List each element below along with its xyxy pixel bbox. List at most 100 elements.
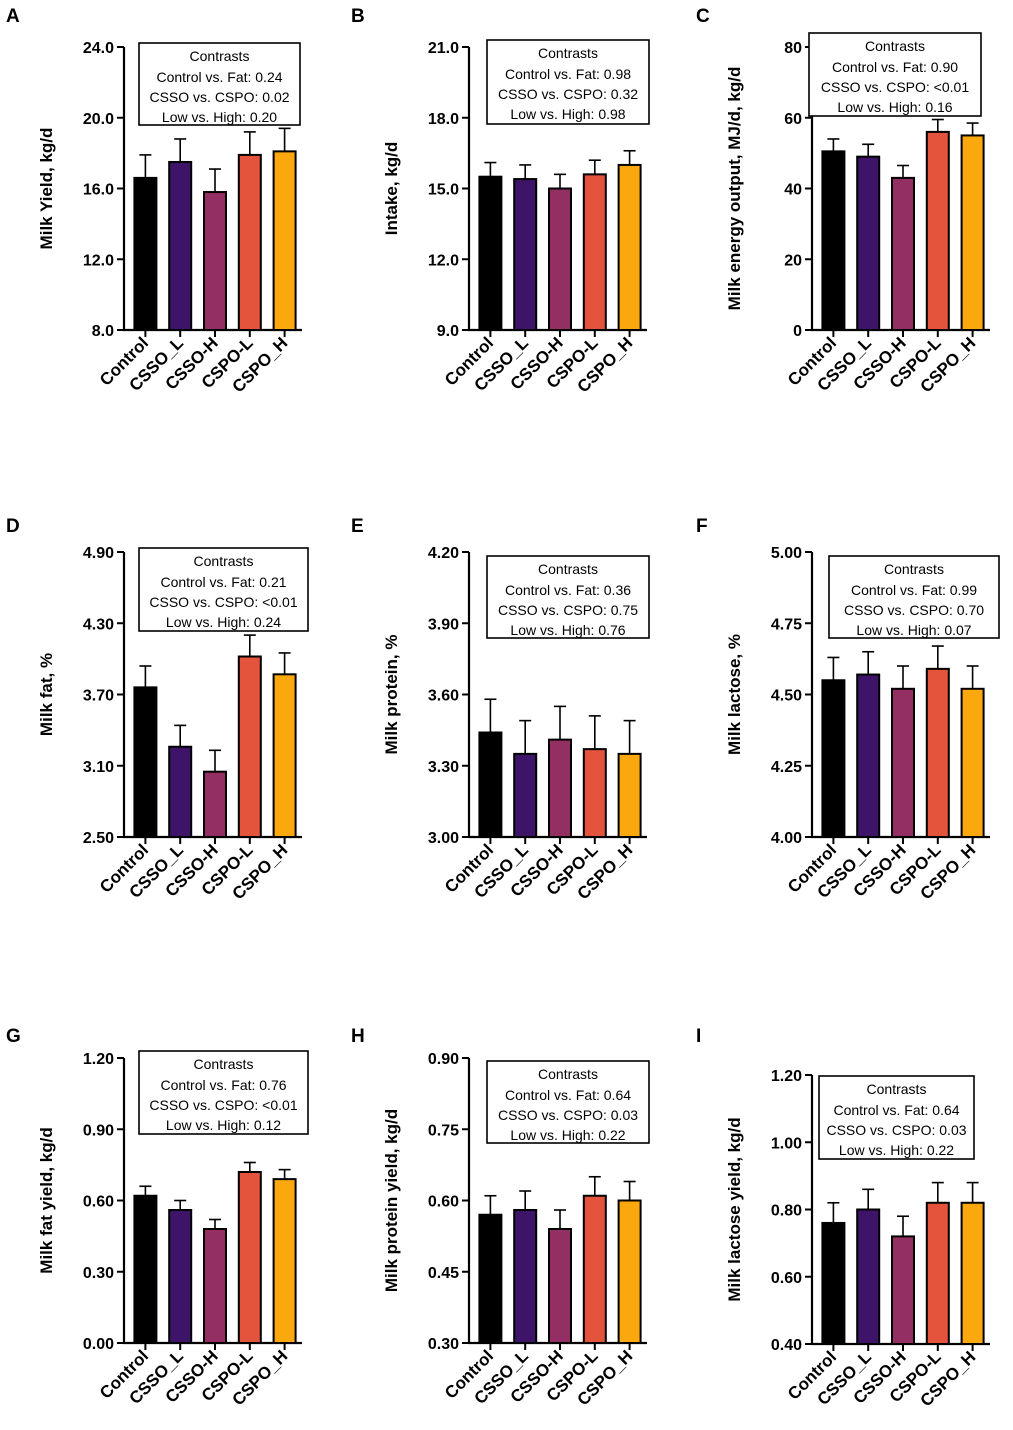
contrasts-box: Contrasts Control vs. Fat: 0.21 CSSO vs. C… — [138, 547, 309, 632]
bar-control — [821, 150, 846, 331]
bar-cspo_h — [960, 687, 985, 838]
contrasts-title: Contrasts — [538, 45, 598, 61]
contrasts-title: Contrasts — [538, 561, 598, 577]
contrasts-line: Control vs. Fat: 0.36 — [505, 582, 631, 598]
bar-control — [478, 731, 503, 838]
bar-cspo_h — [960, 134, 985, 331]
y-tick-label: 0.75 — [428, 1122, 459, 1139]
y-tick-label: 4.75 — [771, 616, 802, 633]
bar-csso_l — [168, 1209, 193, 1344]
y-tick-label: 4.00 — [771, 830, 802, 847]
panel-a: A 8.0 12.0 16.0 20.0 24.0 Milk Yield, kg/d Cont… — [6, 6, 302, 396]
bar-csso_l — [856, 1208, 881, 1345]
y-tick-label: 18.0 — [428, 111, 459, 128]
bar-csso-h — [548, 1228, 572, 1344]
y-tick-label: 4.25 — [771, 759, 802, 776]
contrasts-line: CSSO vs. CSPO: 0.02 — [149, 89, 289, 105]
panel-f: F 4.00 4.25 4.50 4.75 5.00 Milk lactose, % Cont… — [696, 516, 1000, 903]
y-tick-label: 0.80 — [771, 1203, 802, 1220]
contrasts-line: Low vs. High: 0.76 — [510, 622, 625, 638]
contrasts-frame — [808, 32, 982, 117]
bar-cspo-l — [925, 1201, 950, 1346]
bar-cspo-l — [582, 1194, 607, 1344]
bar-csso_l — [513, 1209, 538, 1344]
y-tick-label: 12.0 — [83, 252, 114, 269]
contrasts-frame — [486, 1060, 650, 1144]
bar-csso_l — [856, 155, 881, 331]
bar-csso-h — [548, 738, 572, 838]
panel-letter: G — [6, 1026, 21, 1047]
y-tick-label: 20 — [784, 252, 802, 269]
y-tick-label: 9.0 — [437, 323, 459, 340]
y-tick-label: 4.30 — [83, 616, 114, 633]
y-tick-label: 1.20 — [771, 1068, 802, 1085]
bar-csso_l — [856, 673, 881, 838]
y-tick-label: 0.60 — [83, 1194, 114, 1211]
bar-control — [478, 1213, 503, 1344]
panel-c: C 0 20 40 60 80 Milk energy output, MJ/d, kg/d… — [696, 6, 990, 396]
panel-letter: A — [6, 6, 20, 27]
bar-csso_l — [168, 745, 193, 838]
y-axis-title: Milk fat yield, kg/d — [37, 1127, 56, 1273]
contrasts-frame — [138, 547, 309, 632]
y-tick-label: 3.60 — [428, 688, 459, 705]
bar-csso-h — [891, 687, 915, 838]
y-tick-label: 0.90 — [428, 1051, 459, 1068]
y-tick-label: 0.45 — [428, 1265, 459, 1282]
bar-cspo_h — [272, 673, 297, 838]
panel-letter: D — [6, 516, 20, 537]
bar-cspo-l — [237, 655, 262, 838]
y-tick-label: 0.40 — [771, 1337, 802, 1354]
contrasts-frame — [818, 1075, 975, 1160]
bar-csso-h — [891, 176, 915, 331]
bar-control — [133, 686, 158, 838]
y-axis-title: Milk protein, % — [382, 635, 401, 755]
contrasts-line: Control vs. Fat: 0.64 — [833, 1102, 959, 1118]
y-tick-label: 20.0 — [83, 111, 114, 128]
y-tick-label: 4.90 — [83, 545, 114, 562]
y-axis-title: Milk fat, % — [37, 653, 56, 736]
contrasts-line: Control vs. Fat: 0.24 — [156, 69, 282, 85]
contrasts-line: CSSO vs. CSPO: 0.03 — [498, 1107, 638, 1123]
contrasts-line: CSSO vs. CSPO: 0.32 — [498, 86, 638, 102]
y-tick-label: 3.70 — [83, 688, 114, 705]
contrasts-box: Contrasts Control vs. Fat: 0.24 CSSO vs. C… — [138, 42, 301, 126]
contrasts-line: Low vs. High: 0.12 — [166, 1117, 281, 1133]
bar-csso-h — [548, 187, 572, 331]
bar-cspo_h — [272, 1178, 297, 1344]
panel-letter: B — [351, 6, 365, 27]
panel-g: G 0.00 0.30 0.60 0.90 1.20 Milk fat yield, kg/… — [6, 1026, 309, 1409]
contrasts-box: Contrasts Control vs. Fat: 0.90 CSSO vs. C… — [808, 32, 982, 117]
y-tick-label: 3.90 — [428, 616, 459, 633]
y-tick-label: 40 — [784, 182, 802, 199]
panel-letter: F — [696, 516, 708, 537]
y-tick-label: 0 — [793, 323, 802, 340]
contrasts-box: Contrasts Control vs. Fat: 0.76 CSSO vs. C… — [138, 1050, 309, 1135]
panel-i: I 0.40 0.60 0.80 1.00 1.20 Milk lactose yield,… — [696, 1026, 990, 1410]
bar-cspo_h — [272, 150, 297, 331]
bar-cspo-l — [582, 173, 607, 331]
contrasts-line: Low vs. High: 0.16 — [837, 99, 952, 115]
bar-csso-h — [203, 191, 227, 331]
bar-csso_l — [168, 160, 193, 331]
contrasts-title: Contrasts — [884, 561, 944, 577]
contrasts-frame — [486, 555, 650, 639]
panel-letter: E — [351, 516, 364, 537]
contrasts-line: Low vs. High: 0.22 — [839, 1142, 954, 1158]
contrasts-line: Control vs. Fat: 0.90 — [832, 59, 958, 75]
y-axis-title: Milk lactose yield, kg/d — [725, 1117, 744, 1301]
contrasts-line: Low vs. High: 0.22 — [510, 1127, 625, 1143]
contrasts-line: CSSO vs. CSPO: <0.01 — [821, 79, 969, 95]
y-tick-label: 21.0 — [428, 40, 459, 57]
y-tick-label: 0.30 — [83, 1265, 114, 1282]
bar-csso_l — [513, 752, 538, 838]
contrasts-box: Contrasts Control vs. Fat: 0.64 CSSO vs. C… — [818, 1075, 975, 1160]
y-tick-label: 4.50 — [771, 688, 802, 705]
contrasts-box: Contrasts Control vs. Fat: 0.98 CSSO vs. C… — [486, 39, 650, 125]
bar-control — [133, 176, 158, 331]
bar-control — [133, 1194, 158, 1344]
bar-cspo-l — [237, 1171, 262, 1344]
